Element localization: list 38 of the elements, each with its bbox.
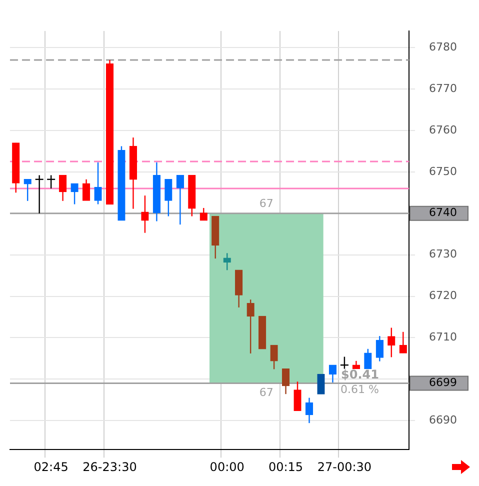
x-tick-label: 00:15 <box>268 460 304 474</box>
y-tick-label: 6720 <box>429 289 457 302</box>
candlestick <box>82 178 90 202</box>
y-tick-label: 6740 <box>429 206 457 220</box>
candlestick <box>24 178 32 202</box>
candlestick <box>176 174 184 226</box>
candlestick <box>399 331 407 354</box>
candlestick <box>164 178 172 217</box>
x-tick-label: 00:00 <box>210 460 244 474</box>
annotation: 67 <box>259 386 274 400</box>
y-tick-label: 6780 <box>429 40 457 54</box>
candlestick <box>70 182 78 205</box>
candlestick <box>388 327 396 358</box>
annotation: 67 <box>259 197 274 210</box>
candlestick <box>141 194 149 234</box>
candlestick <box>246 298 254 354</box>
y-tick-label: 6750 <box>429 164 457 178</box>
annotation: $0.41 <box>341 367 379 382</box>
x-tick-label: 02:45 <box>34 460 68 474</box>
candlestick <box>317 374 325 395</box>
candlestick <box>364 348 372 370</box>
candlestick <box>282 368 290 395</box>
x-tick-label: 26-23:30 <box>82 460 137 474</box>
y-tick-label: 6730 <box>429 248 457 261</box>
ref-line-label: 6699 <box>429 376 457 390</box>
candlestick <box>235 270 243 308</box>
y-tick-label: 6710 <box>429 330 457 344</box>
y-tick-label: 6690 <box>429 413 457 426</box>
candlestick <box>200 207 208 222</box>
x-tick-label: 27-00:30 <box>317 460 372 474</box>
y-tick-label: 6770 <box>429 82 457 95</box>
candlestick <box>58 174 67 202</box>
candlestick <box>376 335 384 362</box>
y-tick-label: 6760 <box>429 123 457 136</box>
candlestick <box>294 381 302 412</box>
candlestick <box>270 344 278 370</box>
candlestick <box>94 162 102 205</box>
annotation: 0.61 % <box>340 383 379 396</box>
